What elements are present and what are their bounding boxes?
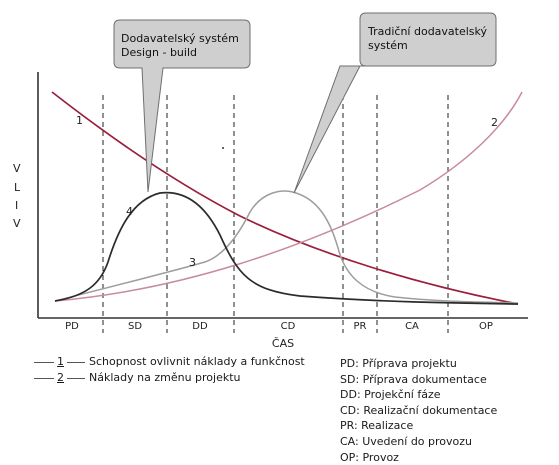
phase-label-pr: PR <box>354 321 367 332</box>
legend-text: Náklady na změnu projektu <box>89 371 241 384</box>
phase-label-sd: SD <box>128 321 142 332</box>
x-axis-label: ČAS <box>272 337 294 350</box>
curve-3-traditional <box>54 190 519 304</box>
legend-line <box>67 378 85 379</box>
callout-bubble <box>113 19 251 193</box>
legend-line <box>34 378 54 379</box>
curve-label-3: 3 <box>189 256 196 269</box>
callout-text-line: systém <box>368 39 408 52</box>
abbreviation-item: CA: Uvedení do provozu <box>340 434 473 448</box>
legend-text: Schopnost ovlivnit náklady a funkčnost <box>89 355 305 368</box>
abbreviation-list: PD: Příprava projektu SD: Příprava dokum… <box>340 356 497 465</box>
abbreviation-item: PD: Příprava projektu <box>340 357 457 370</box>
callout-text-line: Design - build <box>121 46 197 59</box>
y-axis-letter: L <box>14 181 21 194</box>
legend-row-2: 2 Náklady na změnu projektu <box>34 370 334 386</box>
callout-text-line: Tradiční dodavatelský <box>367 25 488 38</box>
phase-label-dd: DD <box>192 321 208 332</box>
phase-label-pd: PD <box>65 321 79 332</box>
abbreviation-item: SD: Příprava dokumentace <box>340 372 487 386</box>
legend-line <box>34 362 54 363</box>
legend-number: 1 <box>57 355 64 368</box>
callout-bubble <box>293 12 497 194</box>
y-axis-letter: I <box>15 199 18 212</box>
curve-label-1: 1 <box>76 114 83 127</box>
curve-1-influence <box>51 91 519 305</box>
callout-traditional: Tradiční dodavatelský systém <box>293 12 497 194</box>
abbreviation-item: CD: Realizační dokumentace <box>340 403 498 417</box>
curve-label-2: 2 <box>491 116 498 129</box>
y-axis-label: V L I V <box>13 162 21 230</box>
legend-number: 2 <box>57 371 64 384</box>
legend-line <box>67 362 85 363</box>
callout-design-build: Dodavatelský systém Design - build <box>113 19 251 193</box>
curve-label-4: 4 <box>126 205 133 218</box>
curve-4-design-build <box>54 191 519 305</box>
abbreviation-item: DD: Projekční fáze <box>340 388 441 402</box>
phase-label-cd: CD <box>281 321 296 332</box>
phase-labels: PD SD DD CD PR CA OP <box>65 321 493 332</box>
phase-label-ca: CA <box>405 321 419 332</box>
curve-2-change-cost <box>54 91 523 302</box>
phase-dividers <box>102 95 449 333</box>
legend: 1 Schopnost ovlivnit náklady a funkčnost… <box>34 354 334 386</box>
phase-label-op: OP <box>479 321 493 332</box>
abbreviation-item: OP: Provoz <box>340 450 399 464</box>
legend-row-1: 1 Schopnost ovlivnit náklady a funkčnost <box>34 354 334 370</box>
abbreviation-item: PR: Realizace <box>340 419 414 433</box>
stray-dot <box>222 147 224 149</box>
y-axis-letter: V <box>13 162 21 175</box>
callout-text-line: Dodavatelský systém <box>121 32 239 45</box>
y-axis-letter: V <box>13 217 21 230</box>
